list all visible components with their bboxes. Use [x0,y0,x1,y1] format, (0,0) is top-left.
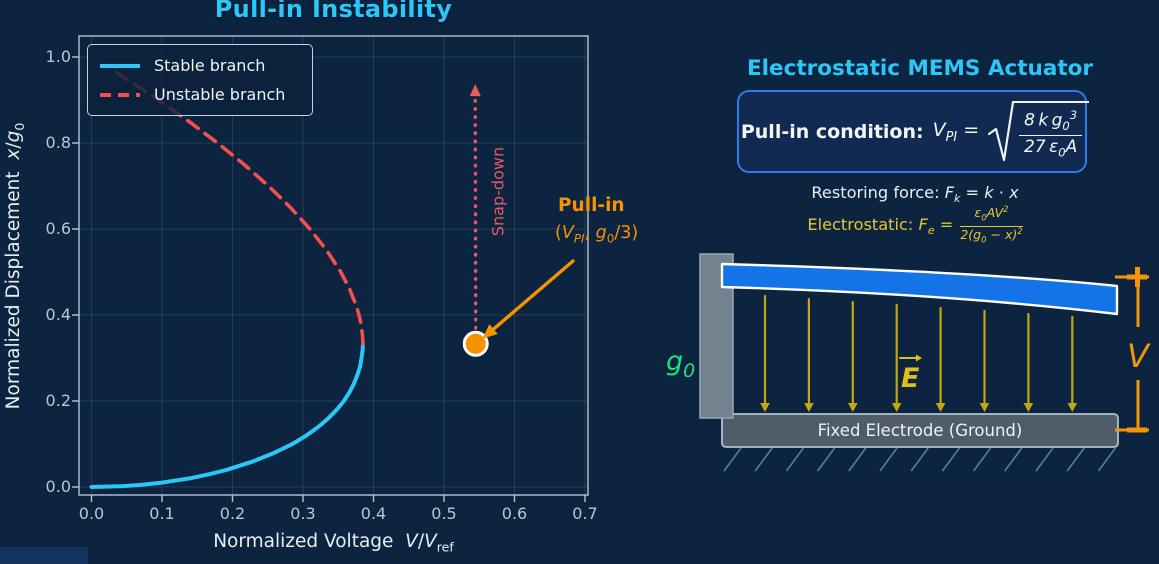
y-tick: 0.8 [45,133,71,152]
bifurcation-plot [72,35,589,502]
sqrt-denominator: 27 ε0A [1024,136,1078,160]
x-tick: 0.0 [78,504,105,523]
y-tick: 0.4 [45,305,71,324]
pull-in-condition-formula: Pull-in condition: VPI = 8 k g03 27 ε0A [700,90,1130,173]
radical-icon [988,100,1015,161]
voltage-label: V [1127,337,1151,375]
sqrt-fraction: 8 k g03 27 ε0A [1019,108,1083,160]
formula-lhs: VPI = [932,118,980,145]
x-tick: 0.7 [572,504,598,523]
y-tick: 0.6 [45,219,71,238]
y-axis-label: Normalized Displacement x/g0 [3,122,27,410]
restoring-force-formula: Restoring force: Fk = k · x [811,183,1019,206]
e-field-label: E [901,363,920,394]
x-tick: 0.5 [431,504,457,523]
legend-label: Stable branch [154,56,266,75]
solid-line-sample [100,63,140,68]
electrostatic-prefix: Electrostatic: Fe = [807,214,954,237]
electrostatic-fraction: ε0AV2 2(g0 − x)2 [960,205,1023,246]
e-field-arrows [760,294,1078,412]
fixed-electrode-label: Fixed Electrode (Ground) [818,421,1023,440]
electrostatic-numerator: ε0AV2 [960,205,1023,227]
x-tick: 0.6 [501,504,528,523]
electrostatic-force-formula: Electrostatic: Fe = ε0AV2 2(g0 − x)2 [700,205,1130,246]
legend-item: Unstable branch [98,80,312,109]
ground-hatching [723,447,1117,472]
sqrt-numerator: 8 k g03 [1019,108,1083,136]
gap-g0-label: g0 [666,346,695,382]
e-field-vector-icon [899,354,922,362]
pull-in-condition-label: Pull-in condition: [740,120,924,143]
square-root: 8 k g03 27 ε0A [988,100,1090,163]
pull-in-condition-box [737,90,1087,173]
electrostatic-denominator: 2(g0 − x)2 [960,226,1023,246]
x-tick: 0.3 [290,504,316,523]
pull-in-sublabel: (VPI, g0/3) [555,223,639,246]
corner-artifact [0,547,88,564]
movable-beam [720,262,1119,316]
plot-title: Pull-in Instability [214,0,453,23]
snap-down-label: Snap-down [488,146,508,237]
x-tick: 0.4 [360,504,387,523]
dashed-line-sample [100,92,140,97]
x-tick: 0.1 [149,504,175,523]
y-tick: 0.2 [45,391,71,410]
voltage-bracket [1115,267,1149,433]
y-tick: 1.0 [45,47,71,66]
legend-label: Unstable branch [154,85,286,104]
legend-item: Stable branch [98,51,312,80]
pull-in-label: Pull-in [558,195,625,216]
mems-actuator-diagram: g0 E V Fixed Electrode (Ground) [666,253,1151,472]
legend: Stable branch Unstable branch [87,44,313,116]
y-tick: 0.0 [45,477,71,496]
panel-title: Electrostatic MEMS Actuator [746,56,1094,81]
x-tick: 0.2 [219,504,246,523]
x-axis-label: Normalized Voltage V/Vref [213,531,454,555]
